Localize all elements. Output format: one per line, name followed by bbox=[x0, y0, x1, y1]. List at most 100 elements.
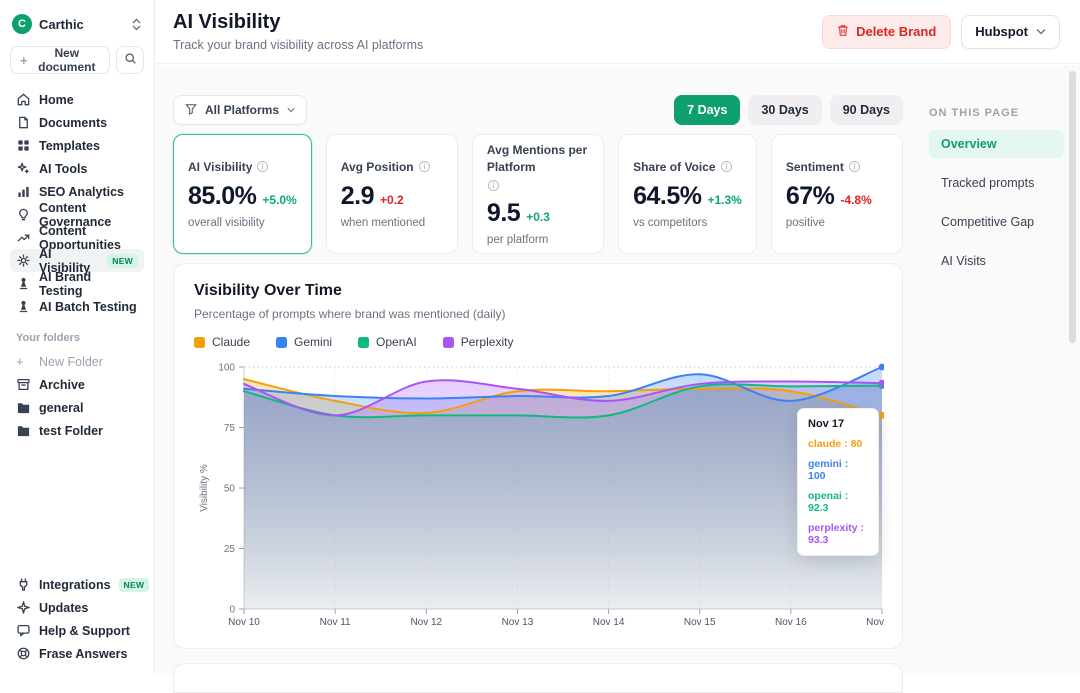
workspace-name: Carthic bbox=[39, 17, 124, 32]
svg-text:Nov 11: Nov 11 bbox=[320, 617, 351, 628]
sidebar-item-documents[interactable]: Documents bbox=[10, 111, 144, 134]
sidebar-item-integrations[interactable]: IntegrationsNEW bbox=[10, 573, 144, 596]
legend-item-claude[interactable]: Claude bbox=[194, 335, 250, 349]
sidebar-item-help-support[interactable]: Help & Support bbox=[10, 619, 144, 642]
stat-card-avg-position[interactable]: Avg Position2.9+0.2when mentioned bbox=[326, 134, 458, 254]
visibility-over-time-chart[interactable]: 0255075100Nov 10Nov 11Nov 12Nov 13Nov 14… bbox=[194, 357, 884, 633]
chevron-updown-icon bbox=[131, 18, 142, 31]
stat-delta: +0.3 bbox=[526, 210, 550, 224]
new-folder-button[interactable]: + New Folder bbox=[10, 350, 144, 373]
sidebar-item-updates[interactable]: Updates bbox=[10, 596, 144, 619]
sidebar-item-ai-tools[interactable]: AI Tools bbox=[10, 157, 144, 180]
ring-icon bbox=[16, 646, 31, 661]
next-section-card bbox=[173, 663, 903, 693]
left-sidebar: C Carthic + New document Home Documents Te… bbox=[0, 0, 155, 675]
stats-row: AI Visibility85.0%+5.0%overall visibilit… bbox=[173, 134, 903, 254]
sidebar-item-ai-batch-testing[interactable]: AI Batch Testing bbox=[10, 295, 144, 318]
item-label: AI Batch Testing bbox=[39, 300, 137, 314]
chat-icon bbox=[16, 623, 31, 638]
stat-card-share-of-voice[interactable]: Share of Voice64.5%+1.3%vs competitors bbox=[618, 134, 757, 254]
main-content: All Platforms 7 Days 30 Days 90 Days AI Vi… bbox=[156, 65, 1080, 675]
sidebar-item-templates[interactable]: Templates bbox=[10, 134, 144, 157]
stat-card-avg-mentions-per-platform[interactable]: Avg Mentions per Platform9.5+0.3per plat… bbox=[472, 134, 604, 254]
stat-card-ai-visibility[interactable]: AI Visibility85.0%+5.0%overall visibilit… bbox=[173, 134, 312, 254]
svg-text:50: 50 bbox=[224, 484, 236, 495]
tooltip-row-perplexity: perplexity : 93.3 bbox=[808, 522, 868, 546]
legend-item-gemini[interactable]: Gemini bbox=[276, 335, 332, 349]
legend-item-perplexity[interactable]: Perplexity bbox=[443, 335, 514, 349]
trash-icon bbox=[837, 24, 849, 40]
platform-filter-dropdown[interactable]: All Platforms bbox=[173, 95, 307, 125]
range-button-30-days[interactable]: 30 Days bbox=[748, 95, 821, 125]
stat-value: 9.5 bbox=[487, 199, 520, 228]
svg-text:Nov 12: Nov 12 bbox=[410, 617, 442, 628]
info-icon[interactable] bbox=[720, 160, 733, 173]
svg-text:0: 0 bbox=[229, 605, 235, 616]
filter-icon bbox=[185, 103, 197, 118]
toolbar: All Platforms 7 Days 30 Days 90 Days bbox=[173, 95, 903, 125]
svg-text:Nov 16: Nov 16 bbox=[775, 617, 807, 628]
info-icon[interactable] bbox=[418, 160, 431, 173]
stat-value: 67% bbox=[786, 182, 835, 211]
page-title: AI Visibility bbox=[173, 11, 822, 34]
gear-icon bbox=[16, 253, 31, 268]
page-subtitle: Track your brand visibility across AI pl… bbox=[173, 38, 822, 52]
document-icon bbox=[16, 115, 31, 130]
plus-icon: + bbox=[16, 354, 31, 369]
workspace-switcher[interactable]: C Carthic bbox=[10, 14, 144, 46]
svg-text:Nov 15: Nov 15 bbox=[684, 617, 716, 628]
brand-selector-dropdown[interactable]: Hubspot bbox=[961, 15, 1060, 49]
folders-section-label: Your folders bbox=[16, 332, 138, 344]
item-label: Home bbox=[39, 93, 74, 107]
plug-icon bbox=[16, 577, 31, 592]
svg-text:25: 25 bbox=[224, 544, 236, 555]
stat-delta: +0.2 bbox=[380, 193, 404, 207]
info-icon[interactable] bbox=[848, 160, 861, 173]
new-document-button[interactable]: + New document bbox=[10, 46, 110, 74]
delete-brand-button[interactable]: Delete Brand bbox=[822, 15, 951, 49]
stat-delta: -4.8% bbox=[840, 193, 871, 207]
item-label: Documents bbox=[39, 116, 107, 130]
legend-label: Perplexity bbox=[461, 335, 514, 349]
folder-item-test-folder[interactable]: test Folder bbox=[10, 419, 144, 442]
svg-text:Nov 17: Nov 17 bbox=[866, 617, 884, 628]
info-icon[interactable] bbox=[487, 179, 500, 192]
item-label: Templates bbox=[39, 139, 100, 153]
legend-item-openai[interactable]: OpenAI bbox=[358, 335, 417, 349]
on-this-page-link-competitive-gap[interactable]: Competitive Gap bbox=[929, 208, 1064, 236]
on-this-page-link-tracked-prompts[interactable]: Tracked prompts bbox=[929, 169, 1064, 197]
legend-label: Claude bbox=[212, 335, 250, 349]
bar-chart-icon bbox=[16, 184, 31, 199]
sidebar-item-frase-answers[interactable]: Frase Answers bbox=[10, 642, 144, 665]
on-this-page-link-ai-visits[interactable]: AI Visits bbox=[929, 247, 1064, 275]
item-label: test Folder bbox=[39, 424, 103, 438]
tooltip-row-openai: openai : 92.3 bbox=[808, 490, 868, 514]
folder-icon bbox=[16, 400, 31, 415]
chevron-down-icon bbox=[1036, 28, 1046, 35]
stat-value: 2.9 bbox=[341, 182, 374, 211]
folder-item-archive[interactable]: Archive bbox=[10, 373, 144, 396]
stat-card-sentiment[interactable]: Sentiment67%-4.8%positive bbox=[771, 134, 903, 254]
plus-icon: + bbox=[20, 53, 28, 68]
item-label: Frase Answers bbox=[39, 647, 127, 661]
search-button[interactable] bbox=[116, 46, 144, 74]
range-button-7-days[interactable]: 7 Days bbox=[674, 95, 740, 125]
info-icon[interactable] bbox=[256, 160, 269, 173]
legend-label: OpenAI bbox=[376, 335, 417, 349]
sidebar-item-ai-brand-testing[interactable]: AI Brand Testing bbox=[10, 272, 144, 295]
stat-sublabel: vs competitors bbox=[633, 217, 742, 229]
chevron-down-icon bbox=[287, 107, 295, 113]
tooltip-date: Nov 17 bbox=[808, 418, 868, 430]
sidebar-item-home[interactable]: Home bbox=[10, 88, 144, 111]
stat-label: Avg Mentions per Platform bbox=[487, 142, 589, 176]
svg-text:Visibility %: Visibility % bbox=[199, 464, 210, 512]
on-this-page-link-overview[interactable]: Overview bbox=[929, 130, 1064, 158]
folder-icon bbox=[16, 423, 31, 438]
scrollbar-thumb[interactable] bbox=[1069, 71, 1076, 343]
chart-legend: Claude Gemini OpenAI Perplexity bbox=[194, 335, 882, 349]
page-header: AI Visibility Track your brand visibilit… bbox=[156, 0, 1080, 64]
on-this-page-title: ON THIS PAGE bbox=[929, 107, 1064, 119]
range-button-90-days[interactable]: 90 Days bbox=[830, 95, 903, 125]
folder-item-general[interactable]: general bbox=[10, 396, 144, 419]
item-label: Integrations bbox=[39, 578, 111, 592]
